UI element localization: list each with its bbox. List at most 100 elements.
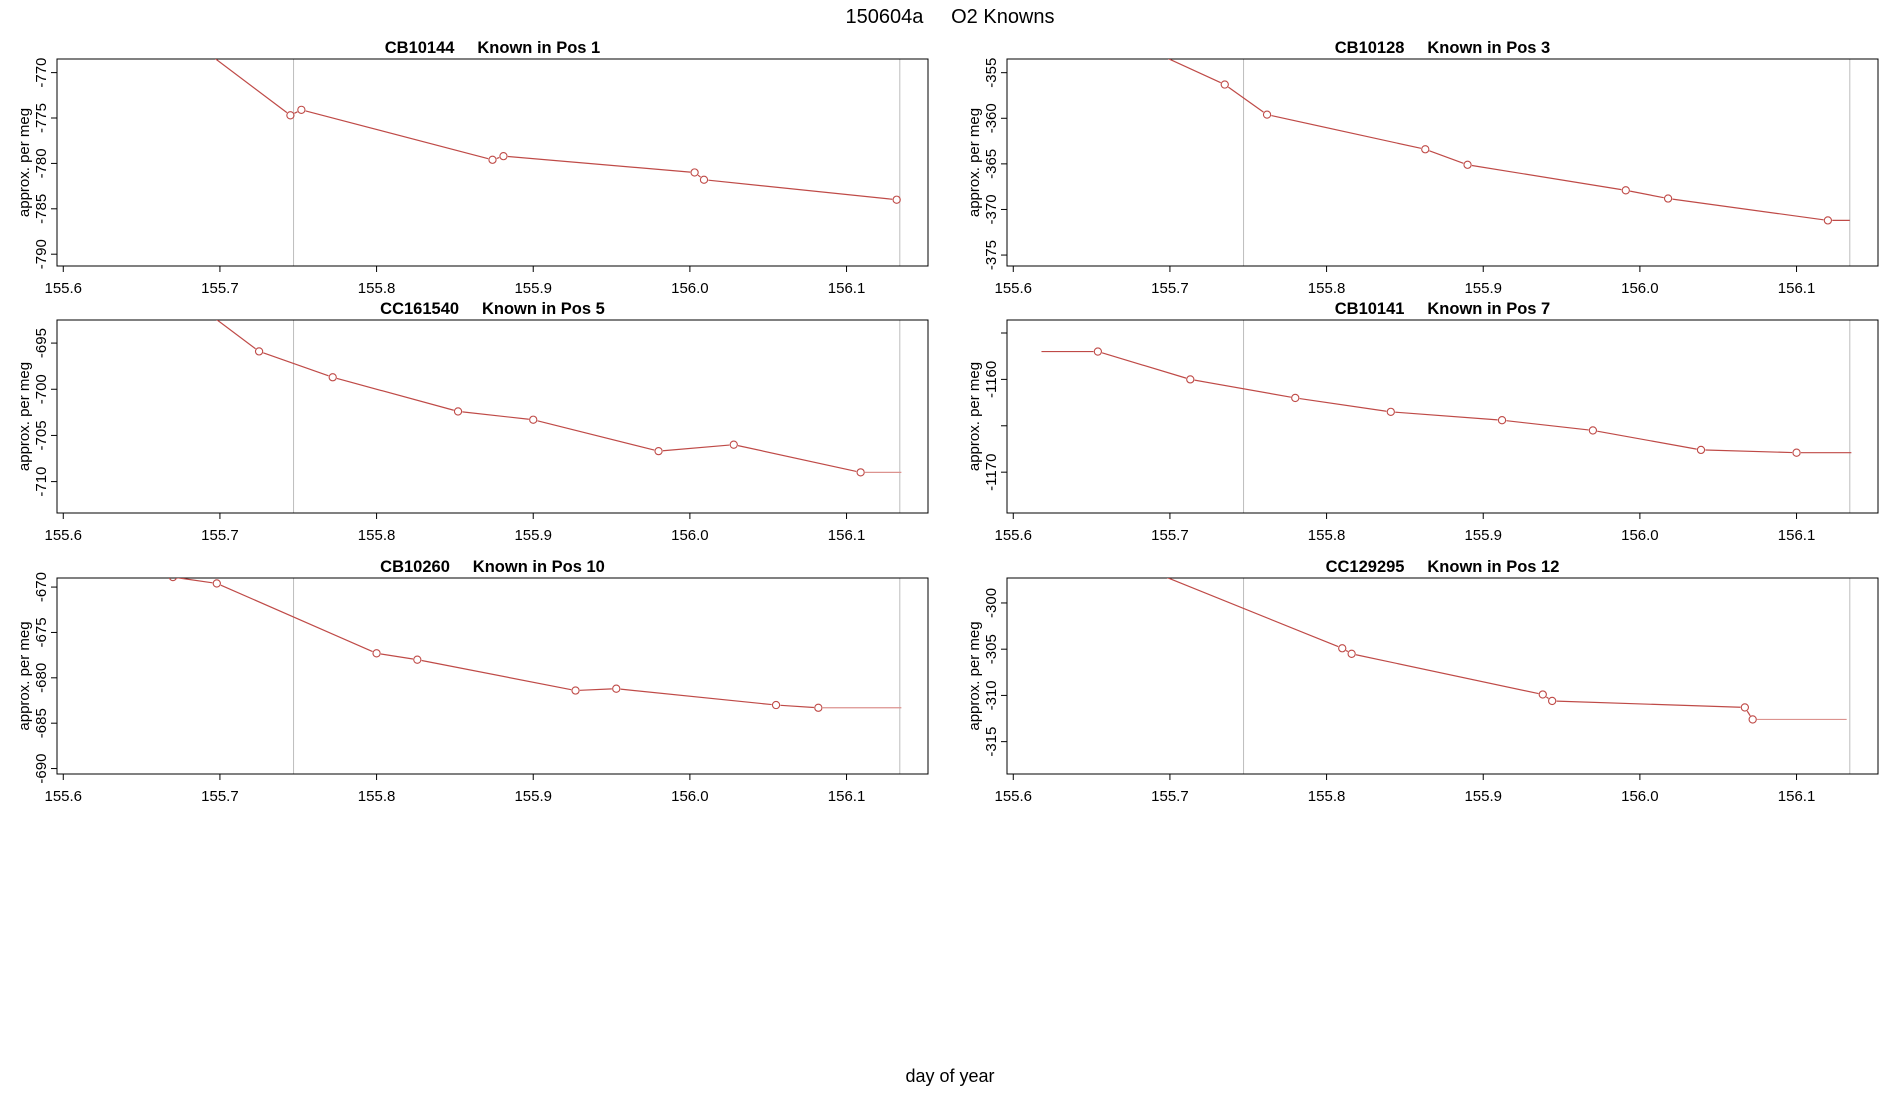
- x-tick-label: 155.8: [358, 788, 396, 805]
- x-tick-label: 155.6: [994, 527, 1032, 544]
- x-tick-label: 155.6: [44, 280, 82, 296]
- data-line-segment: [1746, 710, 1751, 717]
- data-point-marker: [413, 655, 422, 664]
- data-point-marker: [1386, 407, 1395, 417]
- data-point-marker: [612, 684, 621, 693]
- data-series: [1041, 347, 1852, 457]
- y-tick-label: -770: [33, 58, 50, 88]
- data-line-segment: [507, 155, 691, 173]
- data-line-segment: [220, 584, 373, 653]
- plot-border: [56, 577, 929, 775]
- data-point-marker: [1497, 416, 1507, 425]
- data-line-segment: [1506, 420, 1589, 431]
- y-tick-label: -675: [33, 617, 50, 647]
- x-tick-label: 155.9: [1464, 788, 1502, 805]
- x-tick-label: 156.1: [828, 280, 866, 296]
- data-series: [168, 578, 902, 712]
- x-tick-label: 155.9: [1464, 527, 1502, 544]
- x-tick-label: 156.0: [671, 527, 709, 544]
- data-line-segment: [1271, 114, 1422, 149]
- y-tick-label: -360: [983, 103, 1000, 133]
- data-line-segment: [579, 688, 612, 691]
- y-axis-label: approx. per meg: [16, 108, 33, 217]
- y-axis-label: approx. per meg: [16, 621, 33, 730]
- data-line-segment: [263, 352, 329, 377]
- panel-title: CB10260 Known in Pos 10: [380, 558, 605, 576]
- x-tick-label: 156.1: [828, 788, 866, 805]
- data-point-marker: [1823, 216, 1833, 225]
- data-series: [216, 320, 902, 477]
- x-tick-label: 155.9: [514, 527, 552, 544]
- data-line-segment: [620, 688, 772, 706]
- data-line-segment: [697, 174, 701, 178]
- panel-pos1: 155.6 155.7 155.8 155.9 156.0 156.1 -770 -775 -7…: [16, 39, 929, 296]
- data-line-segment: [780, 704, 814, 709]
- data-point-marker: [690, 168, 699, 177]
- y-axis-label: approx. per meg: [966, 621, 983, 730]
- data-point-marker: [254, 347, 264, 356]
- data-line-segment: [1597, 430, 1697, 450]
- data-point-marker: [1186, 375, 1195, 384]
- data-point-marker: [1696, 445, 1706, 455]
- y-tick-label: -355: [983, 58, 1000, 88]
- y-tick-label: -315: [983, 727, 1000, 757]
- y-tick-label: -775: [33, 103, 50, 133]
- x-tick-label: 155.7: [1151, 527, 1189, 544]
- plot-border: [1006, 58, 1879, 267]
- data-point-marker: [286, 111, 295, 120]
- data-line-segment: [462, 411, 529, 420]
- x-tick-label: 155.7: [1151, 280, 1189, 296]
- x-tick-label: 155.7: [1151, 788, 1189, 805]
- x-tick-label: 155.6: [994, 280, 1032, 296]
- y-tick-label: -680: [33, 663, 50, 693]
- y-tick-label: -310: [983, 680, 1000, 710]
- data-point-marker: [499, 151, 508, 161]
- data-point-marker: [1262, 110, 1272, 119]
- x-axis-label: day of year: [905, 1066, 995, 1086]
- panel-title: CC129295 Known in Pos 12: [1326, 558, 1560, 576]
- y-tick-label: -710: [33, 467, 50, 497]
- panel-title: CB10128 Known in Pos 3: [1335, 39, 1550, 57]
- x-tick-label: 156.0: [671, 788, 709, 805]
- y-tick-label: -790: [33, 239, 50, 269]
- data-point-marker: [1538, 690, 1547, 699]
- panel-pos3: 155.6 155.7 155.8 155.9 156.0 156.1 -355 -360 -3…: [966, 39, 1879, 296]
- x-tick-label: 155.8: [358, 280, 396, 296]
- plot-border: [56, 319, 929, 514]
- data-point-marker: [814, 703, 823, 712]
- x-tick-label: 155.9: [1464, 280, 1502, 296]
- data-point-marker: [1093, 347, 1103, 356]
- data-point-marker: [1338, 644, 1347, 653]
- data-point-marker: [1621, 186, 1630, 195]
- data-line-segment: [1166, 578, 1339, 648]
- data-line-segment: [1194, 379, 1292, 398]
- x-tick-label: 155.6: [994, 788, 1032, 805]
- data-point-marker: [892, 195, 901, 204]
- panel-pos10: 155.6 155.7 155.8 155.9 156.0 156.1 -670 -675 -6…: [16, 558, 929, 805]
- x-tick-label: 155.9: [514, 280, 552, 296]
- panel-pos7: 155.6 155.7 155.8 155.9 156.0 156.1 -1160 -1170…: [966, 300, 1879, 544]
- x-tick-label: 155.8: [1308, 788, 1346, 805]
- plot-border: [56, 58, 929, 267]
- data-point-marker: [1421, 145, 1430, 154]
- data-line-segment: [1345, 649, 1349, 653]
- data-line-segment: [1101, 352, 1187, 379]
- data-line-segment: [305, 110, 489, 160]
- data-series: [1166, 578, 1847, 724]
- data-line-segment: [1355, 654, 1539, 695]
- data-point-marker: [1463, 160, 1472, 169]
- x-tick-label: 156.1: [1778, 788, 1816, 805]
- data-line-segment: [496, 156, 500, 159]
- data-point-marker: [1291, 393, 1300, 403]
- panel-pos5: 155.6 155.7 155.8 155.9 156.0 156.1 -695 -700 -7…: [16, 300, 929, 544]
- x-tick-label: 155.8: [1308, 527, 1346, 544]
- data-point-marker: [571, 686, 580, 695]
- panel-title: CC161540 Known in Pos 5: [380, 300, 605, 318]
- data-point-marker: [654, 446, 663, 456]
- data-point-marker: [771, 700, 781, 710]
- data-point-marker: [1220, 80, 1229, 89]
- data-line-segment: [336, 377, 454, 411]
- y-tick-label: -690: [33, 754, 50, 784]
- data-point-marker: [372, 649, 381, 658]
